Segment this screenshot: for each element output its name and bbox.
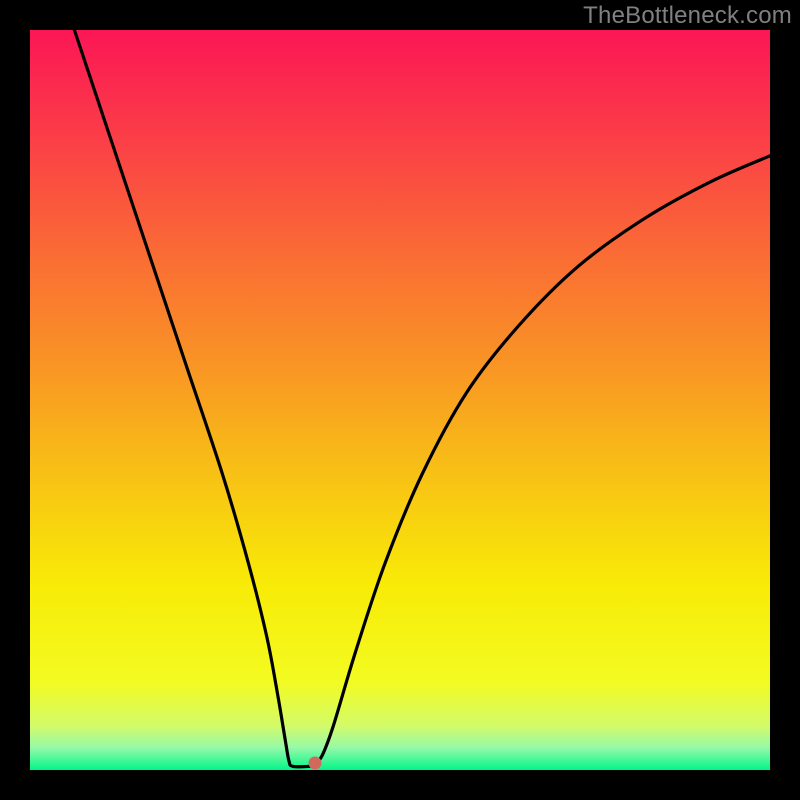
chart-frame: TheBottleneck.com	[0, 0, 800, 800]
plot-area	[30, 30, 770, 770]
bottleneck-curve	[74, 30, 770, 767]
curve-svg	[30, 30, 770, 770]
minimum-marker	[308, 756, 321, 769]
watermark: TheBottleneck.com	[583, 2, 792, 30]
